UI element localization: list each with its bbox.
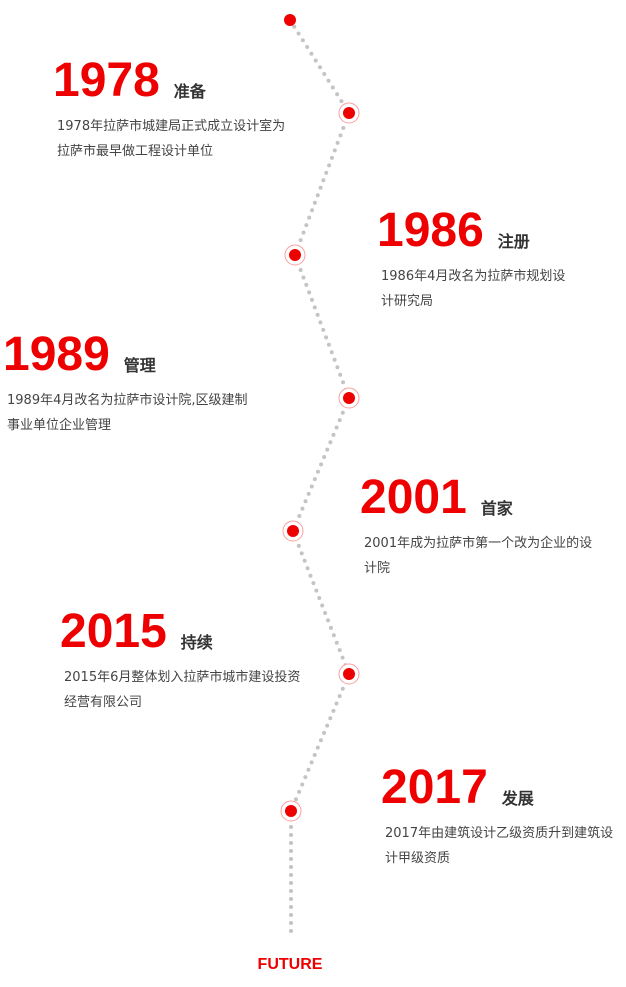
timeline-node: [343, 107, 355, 119]
timeline-node: [289, 249, 301, 261]
timeline-segment: [291, 396, 351, 533]
milestone-label: 发展: [501, 789, 534, 808]
year: 1986: [377, 204, 484, 257]
timeline-node: [343, 668, 355, 680]
timeline-item: 2001 首家 2001年成为拉萨市第一个改为企业的设计院: [360, 471, 599, 581]
timeline-item: 2015 持续 2015年6月整体划入拉萨市城市建设投资经营有限公司: [60, 605, 309, 715]
milestone-description: 1986年4月改名为拉萨市规划设计研究局: [381, 269, 566, 309]
milestone-label: 注册: [497, 232, 530, 251]
year: 1978: [53, 54, 160, 107]
milestone-description: 2017年由建筑设计乙级资质升到建筑设计甲级资质: [385, 826, 614, 866]
milestone-label: 准备: [173, 82, 206, 101]
timeline-segment: [288, 18, 351, 115]
milestone-label: 首家: [480, 499, 513, 518]
timeline-segment: [291, 529, 351, 676]
timeline-segment: [293, 253, 351, 400]
year: 2015: [60, 605, 167, 658]
milestone-description: 2015年6月整体划入拉萨市城市建设投资经营有限公司: [64, 670, 301, 710]
timeline-segment: [293, 111, 351, 257]
year: 2001: [360, 471, 467, 524]
timeline-node: [287, 525, 299, 537]
future-label: FUTURE: [257, 956, 323, 973]
timeline-item: 2017 发展 2017年由建筑设计乙级资质升到建筑设计甲级资质: [381, 761, 620, 871]
milestone-label: 管理: [123, 356, 156, 375]
milestone-label: 持续: [180, 633, 213, 652]
timeline-item: 1978 准备 1978年拉萨市城建局正式成立设计室为拉萨市最早做工程设计单位: [53, 54, 297, 164]
timeline-item: 1989 管理 1989年4月改名为拉萨市设计院,区级建制事业单位企业管理: [3, 328, 252, 438]
timeline-node: [284, 14, 296, 26]
timeline-segment: [289, 672, 351, 813]
milestone-description: 1978年拉萨市城建局正式成立设计室为拉萨市最早做工程设计单位: [57, 119, 286, 159]
milestone-description: 1989年4月改名为拉萨市设计院,区级建制事业单位企业管理: [7, 393, 248, 433]
milestone-description: 2001年成为拉萨市第一个改为企业的设计院: [364, 536, 593, 576]
timeline-node: [343, 392, 355, 404]
year: 2017: [381, 761, 488, 814]
year: 1989: [3, 328, 110, 381]
timeline-item: 1986 注册 1986年4月改名为拉萨市规划设计研究局: [377, 204, 566, 314]
timeline-node: [285, 805, 297, 817]
